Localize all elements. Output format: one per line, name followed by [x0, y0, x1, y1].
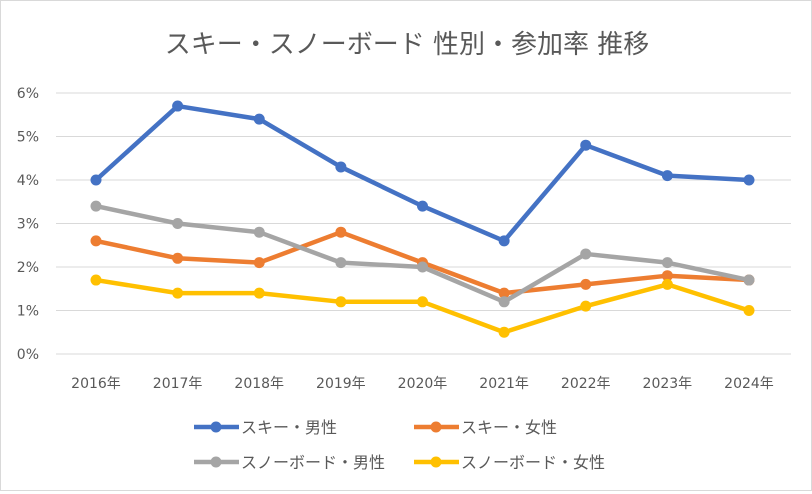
legend-marker	[430, 456, 442, 468]
data-point	[172, 218, 184, 229]
data-point	[417, 296, 428, 308]
legend-label: スキー・男性	[241, 418, 337, 437]
legend-marker	[210, 421, 222, 433]
data-point	[90, 200, 102, 212]
data-point	[743, 305, 755, 316]
series-スノーボード・男性	[90, 200, 755, 308]
series-スキー・男性	[90, 100, 755, 247]
x-tick-label: 2020年	[398, 376, 448, 392]
data-point	[253, 113, 265, 125]
y-tick-label: 4%	[17, 173, 39, 189]
x-tick-label: 2019年	[316, 376, 366, 392]
data-point	[743, 274, 755, 286]
x-tick-label: 2023年	[643, 376, 693, 392]
data-point	[661, 278, 673, 290]
data-point	[661, 270, 673, 282]
data-point	[498, 287, 510, 299]
data-point	[335, 161, 347, 173]
y-tick-label: 5%	[17, 130, 39, 146]
data-point	[417, 261, 428, 273]
data-point	[580, 139, 592, 151]
x-tick-label: 2021年	[479, 376, 529, 392]
data-point	[335, 296, 347, 308]
x-tick-label: 2022年	[561, 376, 611, 392]
data-point	[498, 326, 510, 338]
data-point	[661, 257, 673, 269]
data-point	[172, 252, 184, 264]
y-tick-label: 0%	[17, 347, 39, 363]
y-tick-label: 1%	[17, 304, 39, 320]
data-point	[335, 257, 347, 269]
legend-item: スキー・女性	[414, 418, 557, 437]
x-tick-label: 2016年	[71, 376, 121, 392]
data-point	[253, 257, 265, 269]
series-スノーボード・女性	[90, 274, 755, 338]
x-tick-label: 2017年	[153, 376, 203, 392]
legend-item: スノーボード・男性	[194, 453, 385, 472]
y-tick-label: 2%	[17, 260, 39, 276]
data-point	[90, 235, 102, 247]
legend-item: スキー・男性	[194, 418, 337, 437]
data-point	[335, 226, 347, 238]
data-point	[253, 226, 265, 238]
data-point	[172, 100, 184, 112]
data-point	[580, 248, 592, 260]
legend-label: スキー・女性	[461, 418, 557, 437]
legend-marker	[430, 421, 442, 433]
legend-label: スノーボード・女性	[461, 453, 605, 472]
data-point	[580, 278, 592, 290]
data-point	[580, 300, 592, 312]
data-point	[498, 235, 510, 247]
y-tick-label: 6%	[17, 86, 39, 102]
data-point	[90, 174, 102, 186]
data-point	[661, 170, 673, 182]
x-tick-label: 2018年	[234, 376, 284, 392]
data-point	[743, 174, 755, 186]
legend-marker	[210, 456, 222, 468]
chart-title: スキー・スノーボード 性別・参加率 推移	[165, 30, 650, 60]
series-line	[93, 103, 752, 244]
data-point	[498, 296, 510, 308]
data-point	[90, 274, 102, 286]
data-point	[172, 287, 184, 299]
legend-label: スノーボード・男性	[241, 453, 385, 472]
data-point	[253, 287, 265, 299]
data-point	[417, 200, 428, 212]
legend-item: スノーボード・女性	[414, 453, 605, 472]
y-tick-label: 3%	[17, 217, 39, 233]
x-tick-label: 2024年	[724, 376, 774, 392]
